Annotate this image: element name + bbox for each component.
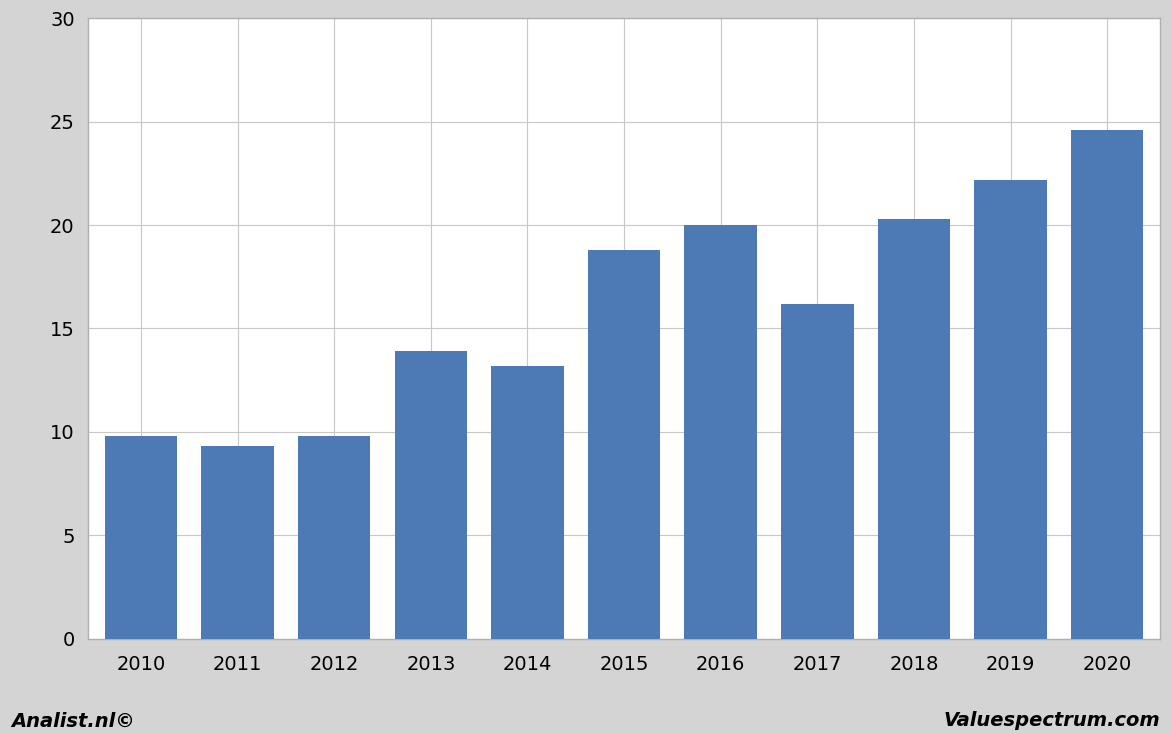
Bar: [202, 446, 274, 639]
Bar: [1071, 130, 1144, 639]
Text: Analist.nl©: Analist.nl©: [12, 711, 136, 730]
Bar: [878, 219, 950, 639]
Bar: [104, 436, 177, 639]
Bar: [684, 225, 757, 639]
Text: Valuespectrum.com: Valuespectrum.com: [943, 711, 1160, 730]
Bar: [395, 351, 468, 639]
Bar: [588, 250, 660, 639]
Bar: [298, 436, 370, 639]
Bar: [491, 366, 564, 639]
Bar: [781, 304, 853, 639]
Bar: [974, 180, 1047, 639]
